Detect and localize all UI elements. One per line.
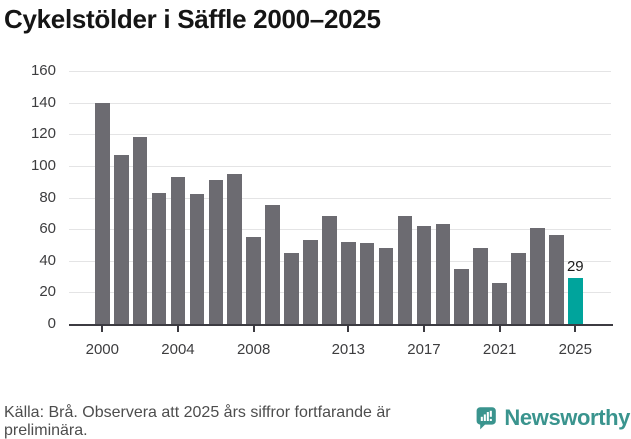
bar-2021 bbox=[492, 282, 507, 324]
gridline-20 bbox=[69, 292, 611, 294]
y-axis-label-20: 20 bbox=[39, 283, 56, 301]
highlight-value-label: 29 bbox=[566, 258, 584, 276]
y-axis-label-0: 0 bbox=[47, 315, 56, 332]
newsworthy-logo: Newsworthy bbox=[476, 399, 630, 437]
bar-2003 bbox=[151, 192, 167, 324]
x-axis-tick-2017 bbox=[422, 326, 425, 332]
gridline-120 bbox=[69, 134, 611, 136]
gridline-80 bbox=[69, 197, 611, 199]
bar-2018 bbox=[435, 224, 451, 324]
bar-2023 bbox=[530, 227, 545, 324]
y-axis-label-40: 40 bbox=[39, 251, 56, 269]
bar-2014 bbox=[359, 243, 375, 324]
gridline-60 bbox=[69, 229, 611, 231]
bar-2017 bbox=[416, 225, 432, 324]
chart: 0 20 40 60 80 100 120 140 160 2000 2004 2008 2013 201… bbox=[30, 62, 613, 358]
x-axis-tick-2004 bbox=[176, 326, 179, 332]
bar-2012 bbox=[322, 216, 337, 324]
bar-2001 bbox=[113, 154, 129, 324]
x-axis-label-2000: 2000 bbox=[85, 341, 119, 358]
bar-2020 bbox=[473, 248, 488, 324]
bar-2022 bbox=[511, 252, 526, 324]
y-axis-label-120: 120 bbox=[30, 125, 56, 143]
bar-2016 bbox=[397, 216, 413, 324]
bar-2005 bbox=[189, 194, 205, 324]
y-axis-label-140: 140 bbox=[30, 93, 56, 111]
x-axis-label-2008: 2008 bbox=[236, 341, 271, 358]
source-note: Källa: Brå. Observera att 2025 års siffr… bbox=[4, 404, 391, 439]
bar-2000 bbox=[95, 102, 110, 324]
y-axis-label-160: 160 bbox=[30, 62, 56, 79]
y-axis-label-60: 60 bbox=[39, 220, 56, 238]
x-axis-label-2021: 2021 bbox=[482, 341, 517, 358]
x-axis-tick-2013 bbox=[347, 326, 350, 332]
x-axis-tick-2021 bbox=[498, 326, 501, 332]
bar-2006 bbox=[208, 180, 224, 324]
x-axis-label-2004: 2004 bbox=[161, 341, 195, 358]
gridline-160 bbox=[69, 71, 611, 72]
x-axis-line bbox=[69, 324, 613, 326]
x-axis-tick-2000 bbox=[101, 326, 104, 332]
newsworthy-wordmark: Newsworthy bbox=[504, 405, 630, 430]
x-axis-tick-2008 bbox=[252, 326, 255, 332]
y-axis-label-80: 80 bbox=[39, 188, 56, 206]
bar-2015 bbox=[378, 248, 394, 324]
bar-2009 bbox=[265, 205, 280, 324]
bar-2011 bbox=[303, 240, 318, 324]
bar-2019 bbox=[454, 268, 470, 324]
gridline-100 bbox=[69, 165, 611, 167]
bar-2010 bbox=[284, 252, 299, 324]
x-axis-label-2025: 2025 bbox=[558, 341, 592, 358]
bar-2024 bbox=[549, 235, 564, 324]
gridline-40 bbox=[69, 260, 611, 262]
y-axis-label-100: 100 bbox=[30, 156, 56, 174]
bar-2002 bbox=[132, 137, 148, 324]
gridline-140 bbox=[69, 102, 611, 104]
x-axis-label-2017: 2017 bbox=[407, 341, 441, 358]
bar-2025 bbox=[568, 278, 583, 324]
x-axis-tick-2025 bbox=[574, 326, 577, 332]
newsworthy-chart-bubble-icon bbox=[476, 407, 496, 430]
bar-2013 bbox=[340, 241, 356, 324]
bar-2007 bbox=[227, 173, 243, 324]
page-title: Cykelstölder i Säffle 2000–2025 bbox=[4, 4, 381, 34]
x-axis-label-2013: 2013 bbox=[331, 341, 365, 358]
bar-2008 bbox=[246, 237, 261, 324]
bar-2004 bbox=[170, 176, 186, 324]
